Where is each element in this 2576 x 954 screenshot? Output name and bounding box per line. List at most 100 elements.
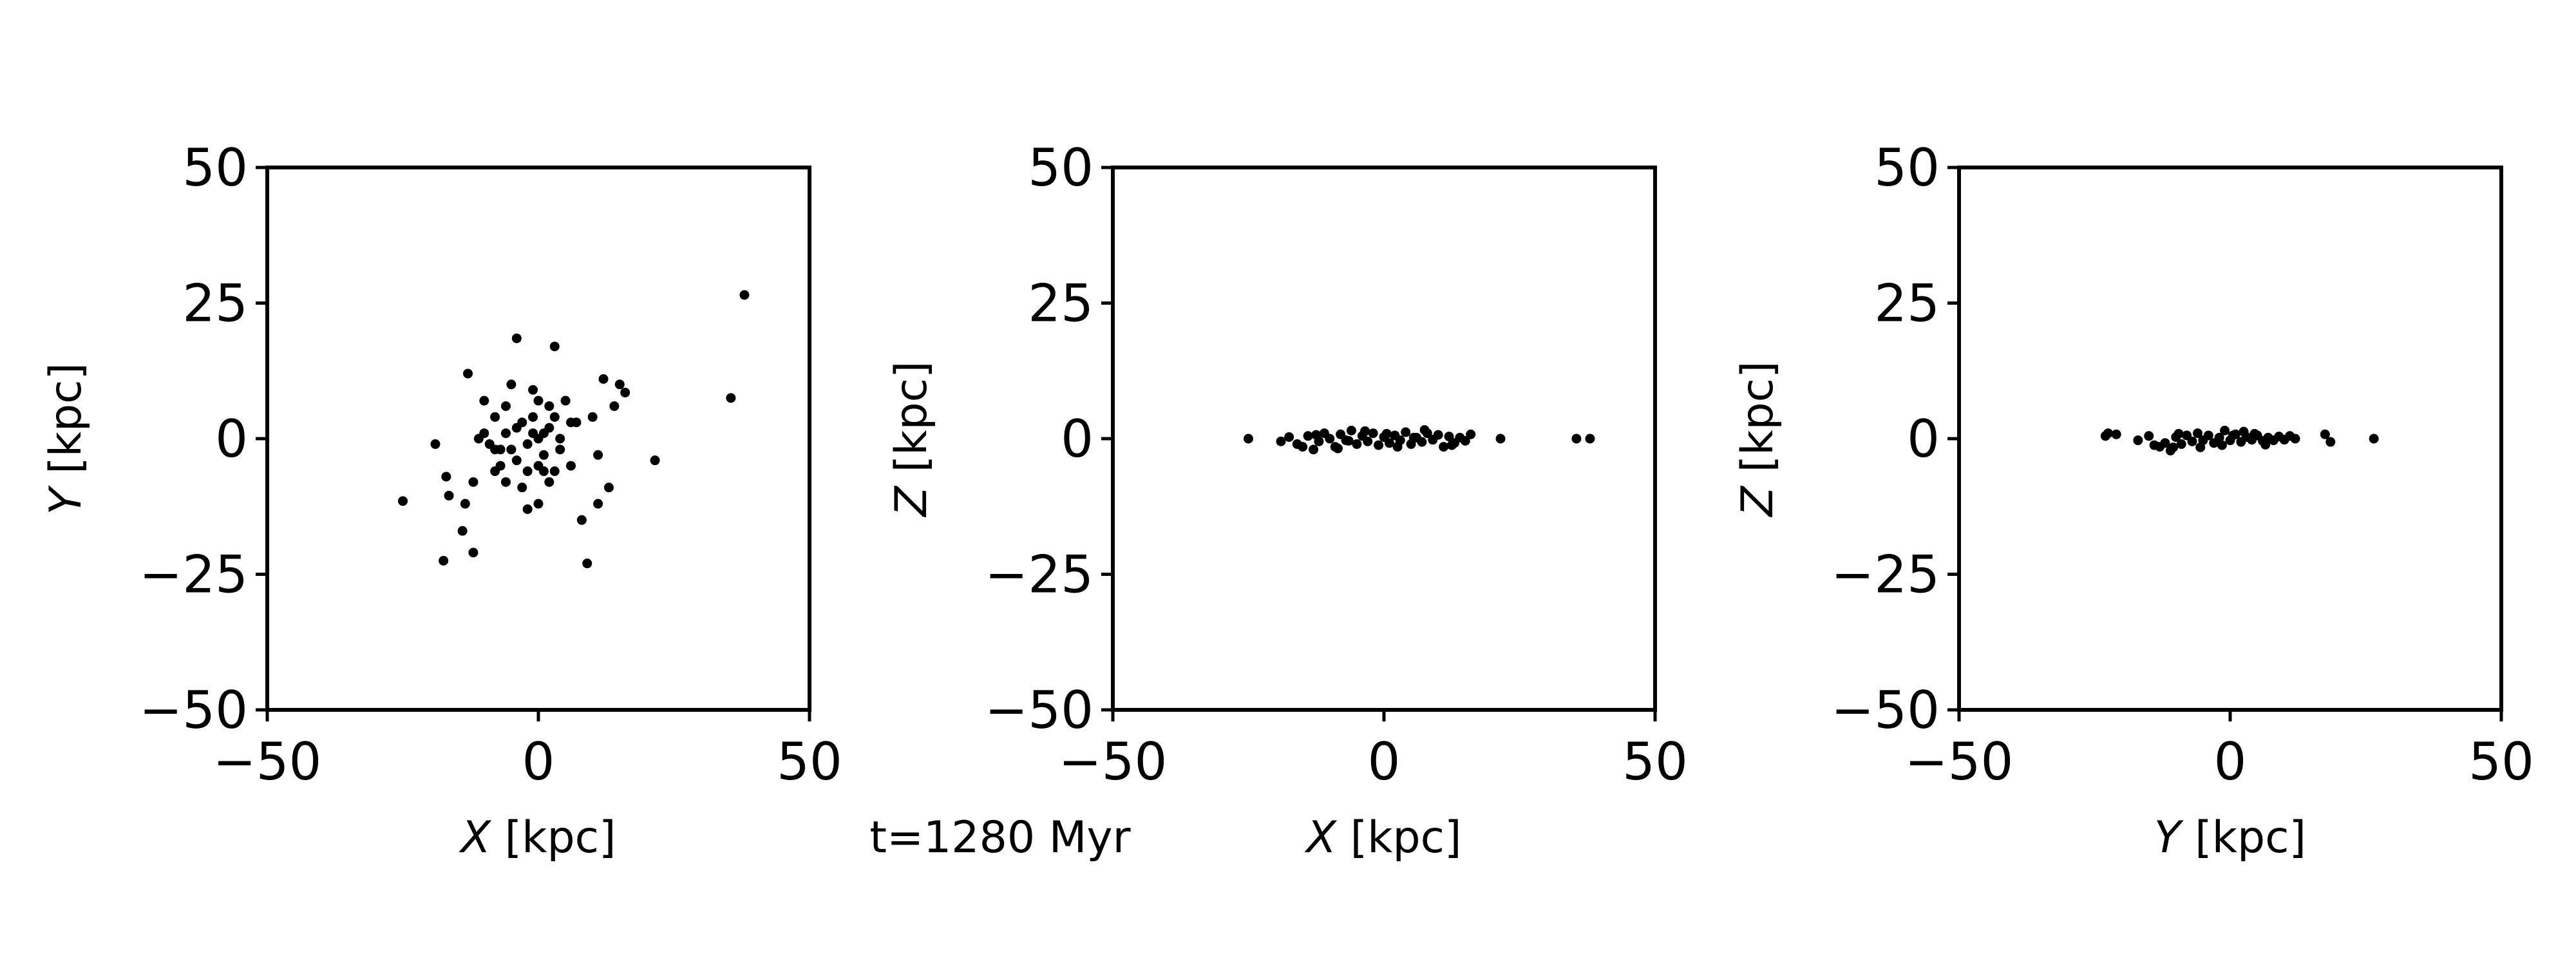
scatter-point	[1585, 434, 1595, 444]
scatter-point	[1368, 428, 1378, 439]
x-tick-label: 0	[522, 732, 555, 792]
y-tick-label: 0	[1061, 409, 1094, 469]
scatter-point	[739, 290, 750, 300]
scatter-point	[544, 401, 554, 411]
scatter-point	[1384, 438, 1394, 448]
scatter-point	[538, 466, 549, 477]
scatter-point	[1332, 443, 1343, 453]
scatter-point	[1495, 434, 1506, 444]
scatter-point	[1433, 430, 1443, 440]
scatter-point	[463, 368, 473, 379]
scatter-point	[439, 555, 449, 566]
scatter-point	[506, 444, 516, 455]
scatter-point	[1276, 436, 1286, 446]
scatter-point	[1417, 437, 1427, 447]
scatter-point	[473, 434, 484, 444]
scatter-point	[2192, 428, 2202, 439]
scatter-point	[538, 450, 549, 460]
y-tick-label: 25	[1028, 274, 1094, 334]
scatter-point	[2160, 438, 2170, 448]
scatter-point	[1444, 432, 1454, 442]
scatter-point	[398, 496, 408, 506]
scatter-point	[1284, 432, 1294, 442]
scatter-point	[441, 472, 451, 482]
scatter-point	[2176, 439, 2186, 449]
scatter-point	[560, 396, 571, 406]
x-axis-label: X [kpc]	[1304, 812, 1461, 863]
scatter-point	[1244, 434, 1253, 444]
scatter-point	[2239, 426, 2249, 437]
scatter-point	[522, 439, 533, 449]
scatter-point	[506, 379, 516, 390]
scatter-point	[2203, 430, 2213, 441]
scatter-points	[398, 290, 750, 569]
scatter-point	[603, 482, 614, 493]
scatter-point	[1343, 435, 1354, 446]
scatter-point	[490, 444, 500, 455]
scatter-point	[500, 477, 511, 487]
scatter-point	[511, 423, 522, 433]
x-tick-label: 50	[1622, 732, 1688, 792]
scatter-point	[544, 477, 554, 487]
scatter-point	[533, 396, 544, 406]
time-annotation: t=1280 Myr	[869, 812, 1130, 863]
x-axis-unit: [kpc]	[1336, 812, 1462, 863]
x-axis-unit: [kpc]	[2181, 812, 2306, 863]
y-axis-unit: [kpc]	[41, 363, 91, 488]
scatter-point	[2149, 440, 2159, 450]
y-tick-label: 50	[1874, 138, 1940, 198]
scatter-point	[2220, 425, 2230, 435]
scatter-point	[650, 455, 660, 466]
y-axis-label: Z [kpc]	[886, 361, 937, 517]
x-tick-label: −50	[213, 732, 322, 792]
scatter-point	[2249, 428, 2260, 439]
y-axis-variable: Z	[1732, 486, 1783, 518]
y-tick-label: −25	[1831, 545, 1940, 605]
x-axis-unit: [kpc]	[491, 812, 616, 863]
y-axis-unit: [kpc]	[1732, 361, 1783, 486]
scatter-point	[2369, 434, 2379, 444]
y-axis-variable: Z	[886, 486, 937, 518]
scatter-point	[1460, 435, 1470, 446]
x-axis-variable: Y	[2154, 812, 2184, 863]
y-tick-label: 25	[182, 274, 248, 334]
scatter-point	[468, 548, 478, 558]
scatter-point	[2214, 432, 2224, 443]
scatter-point	[566, 461, 576, 471]
scatter-point	[2325, 437, 2336, 447]
scatter-point	[1401, 427, 1411, 437]
x-axis-variable: X	[1304, 812, 1337, 863]
scatter-point	[2174, 428, 2184, 439]
scatter-point	[522, 504, 533, 514]
y-tick-label: 0	[1907, 409, 1940, 469]
scatter-point	[2195, 442, 2206, 452]
scatter-point	[1309, 444, 1319, 455]
scatter-point	[544, 423, 554, 433]
scatter-point	[1303, 431, 1313, 441]
scatter-point	[1419, 425, 1430, 435]
scatter-point	[2217, 440, 2227, 450]
scatter-point	[479, 396, 489, 406]
x-axis-label: Y [kpc]	[2154, 812, 2306, 863]
y-tick-label: −50	[1831, 680, 1940, 740]
scatter-point	[1360, 426, 1370, 436]
scatter-point	[500, 401, 511, 411]
scatter-point	[1392, 442, 1403, 452]
scatter-point	[2187, 436, 2197, 446]
scatter-point	[460, 499, 470, 509]
scatter-point	[726, 393, 736, 403]
y-tick-label: −25	[985, 545, 1094, 605]
x-axis-label: X [kpc]	[459, 812, 616, 863]
scatter-point	[2228, 430, 2238, 441]
scatter-point	[566, 417, 576, 428]
scatter-point	[2290, 434, 2300, 444]
scatter-point	[2103, 428, 2114, 439]
scatter-point	[511, 455, 522, 466]
scatter-point	[1374, 440, 1384, 450]
scatter-point	[593, 450, 603, 460]
x-tick-label: 0	[2214, 732, 2247, 792]
scatter-point	[444, 490, 454, 501]
scatter-point	[555, 434, 565, 444]
